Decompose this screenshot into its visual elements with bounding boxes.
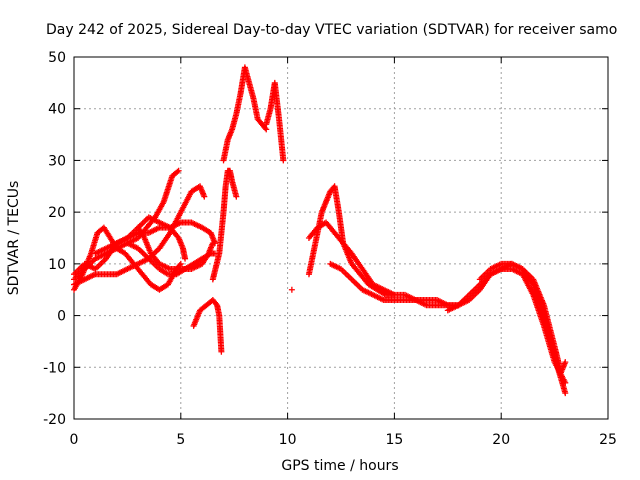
series-arc-m xyxy=(305,183,398,298)
series-arc-q xyxy=(476,260,569,376)
y-tick-label: -10 xyxy=(43,360,66,376)
series-arc-g xyxy=(135,224,216,273)
data-point xyxy=(175,167,182,174)
y-tick-label: 10 xyxy=(48,257,66,273)
y-tick-label: 40 xyxy=(48,102,66,118)
y-tick-label: 20 xyxy=(48,205,66,221)
data-point xyxy=(182,255,189,262)
y-tick-label: 30 xyxy=(48,153,66,169)
series-arc-i xyxy=(209,167,240,283)
y-tick-label: 50 xyxy=(48,50,66,66)
series-arc-k xyxy=(263,79,287,164)
data-point xyxy=(233,193,240,200)
y-tick-label: 0 xyxy=(57,309,66,325)
data-point xyxy=(263,126,270,133)
series-arc-h xyxy=(190,297,225,355)
data-point xyxy=(209,240,216,247)
data-point xyxy=(177,260,184,267)
series-arc-l xyxy=(288,286,295,293)
x-axis-label: GPS time / hours xyxy=(281,458,398,474)
data-point xyxy=(218,348,225,355)
data-point xyxy=(562,390,569,397)
y-tick-label: -20 xyxy=(43,412,66,428)
data-point xyxy=(201,193,208,200)
data-point xyxy=(174,168,181,175)
data-point xyxy=(262,125,269,132)
y-axis-label: SDTVAR / TECUs xyxy=(6,181,22,296)
x-tick-label: 0 xyxy=(70,432,79,448)
x-tick-label: 5 xyxy=(176,432,185,448)
data-point xyxy=(562,359,569,366)
ticks: 0 5 10 15 20 25 -20 -10 0 10 20 30 40 50 xyxy=(43,50,617,448)
chart-title: Day 242 of 2025, Sidereal Day-to-day VTE… xyxy=(46,22,617,38)
data-marks xyxy=(71,64,569,397)
plot-frame xyxy=(73,56,609,420)
x-tick-label: 10 xyxy=(279,432,297,448)
series-arc-j xyxy=(220,64,270,164)
x-tick-label: 25 xyxy=(599,432,617,448)
data-point xyxy=(280,157,287,164)
x-tick-label: 20 xyxy=(492,432,510,448)
x-tick-label: 15 xyxy=(385,432,403,448)
data-point xyxy=(288,286,295,293)
